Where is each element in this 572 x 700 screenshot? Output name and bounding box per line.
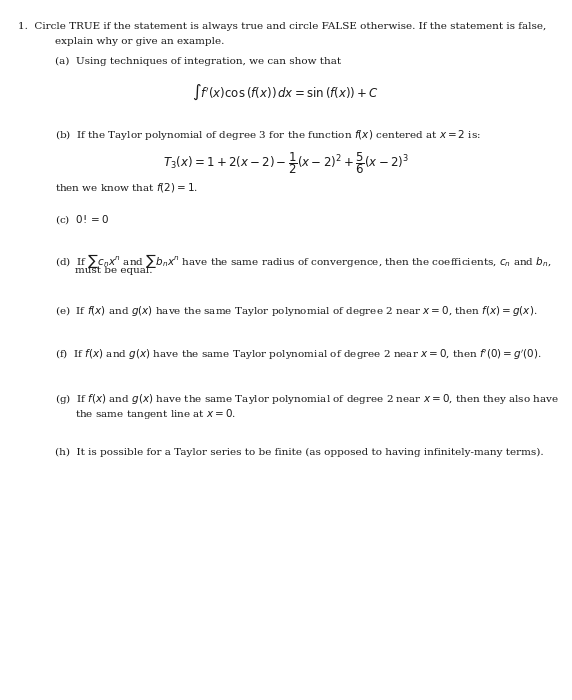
Text: (f)  If $f(x)$ and $g(x)$ have the same Taylor polynomial of degree 2 near $x = : (f) If $f(x)$ and $g(x)$ have the same T… (55, 348, 542, 363)
Text: (h)  It is possible for a Taylor series to be finite (as opposed to having infin: (h) It is possible for a Taylor series t… (55, 448, 543, 457)
Text: then we know that $f(2) = 1$.: then we know that $f(2) = 1$. (55, 181, 198, 194)
Text: (d)  If $\sum c_n x^n$ and $\sum b_n x^n$ have the same radius of convergence, t: (d) If $\sum c_n x^n$ and $\sum b_n x^n$… (55, 252, 551, 270)
Text: explain why or give an example.: explain why or give an example. (55, 37, 224, 46)
Text: 1.  Circle TRUE if the statement is always true and circle FALSE otherwise. If t: 1. Circle TRUE if the statement is alway… (18, 22, 546, 31)
Text: $T_3(x) = 1 + 2(x-2) - \dfrac{1}{2}(x-2)^2 + \dfrac{5}{6}(x-2)^3$: $T_3(x) = 1 + 2(x-2) - \dfrac{1}{2}(x-2)… (163, 150, 409, 176)
Text: (b)  If the Taylor polynomial of degree 3 for the function $f(x)$ centered at $x: (b) If the Taylor polynomial of degree 3… (55, 128, 481, 142)
Text: (c)  $0! = 0$: (c) $0! = 0$ (55, 213, 109, 226)
Text: must be equal.: must be equal. (75, 266, 153, 275)
Text: the same tangent line at $x = 0$.: the same tangent line at $x = 0$. (75, 407, 236, 421)
Text: (e)  If $f(x)$ and $g(x)$ have the same Taylor polynomial of degree 2 near $x = : (e) If $f(x)$ and $g(x)$ have the same T… (55, 304, 538, 318)
Text: $\int f'(x)\cos\left(f(x)\right)\,dx = \sin\left(f(x)\right) + C$: $\int f'(x)\cos\left(f(x)\right)\,dx = \… (192, 83, 380, 102)
Text: (g)  If $f(x)$ and $g(x)$ have the same Taylor polynomial of degree 2 near $x = : (g) If $f(x)$ and $g(x)$ have the same T… (55, 392, 559, 406)
Text: (a)  Using techniques of integration, we can show that: (a) Using techniques of integration, we … (55, 57, 341, 66)
